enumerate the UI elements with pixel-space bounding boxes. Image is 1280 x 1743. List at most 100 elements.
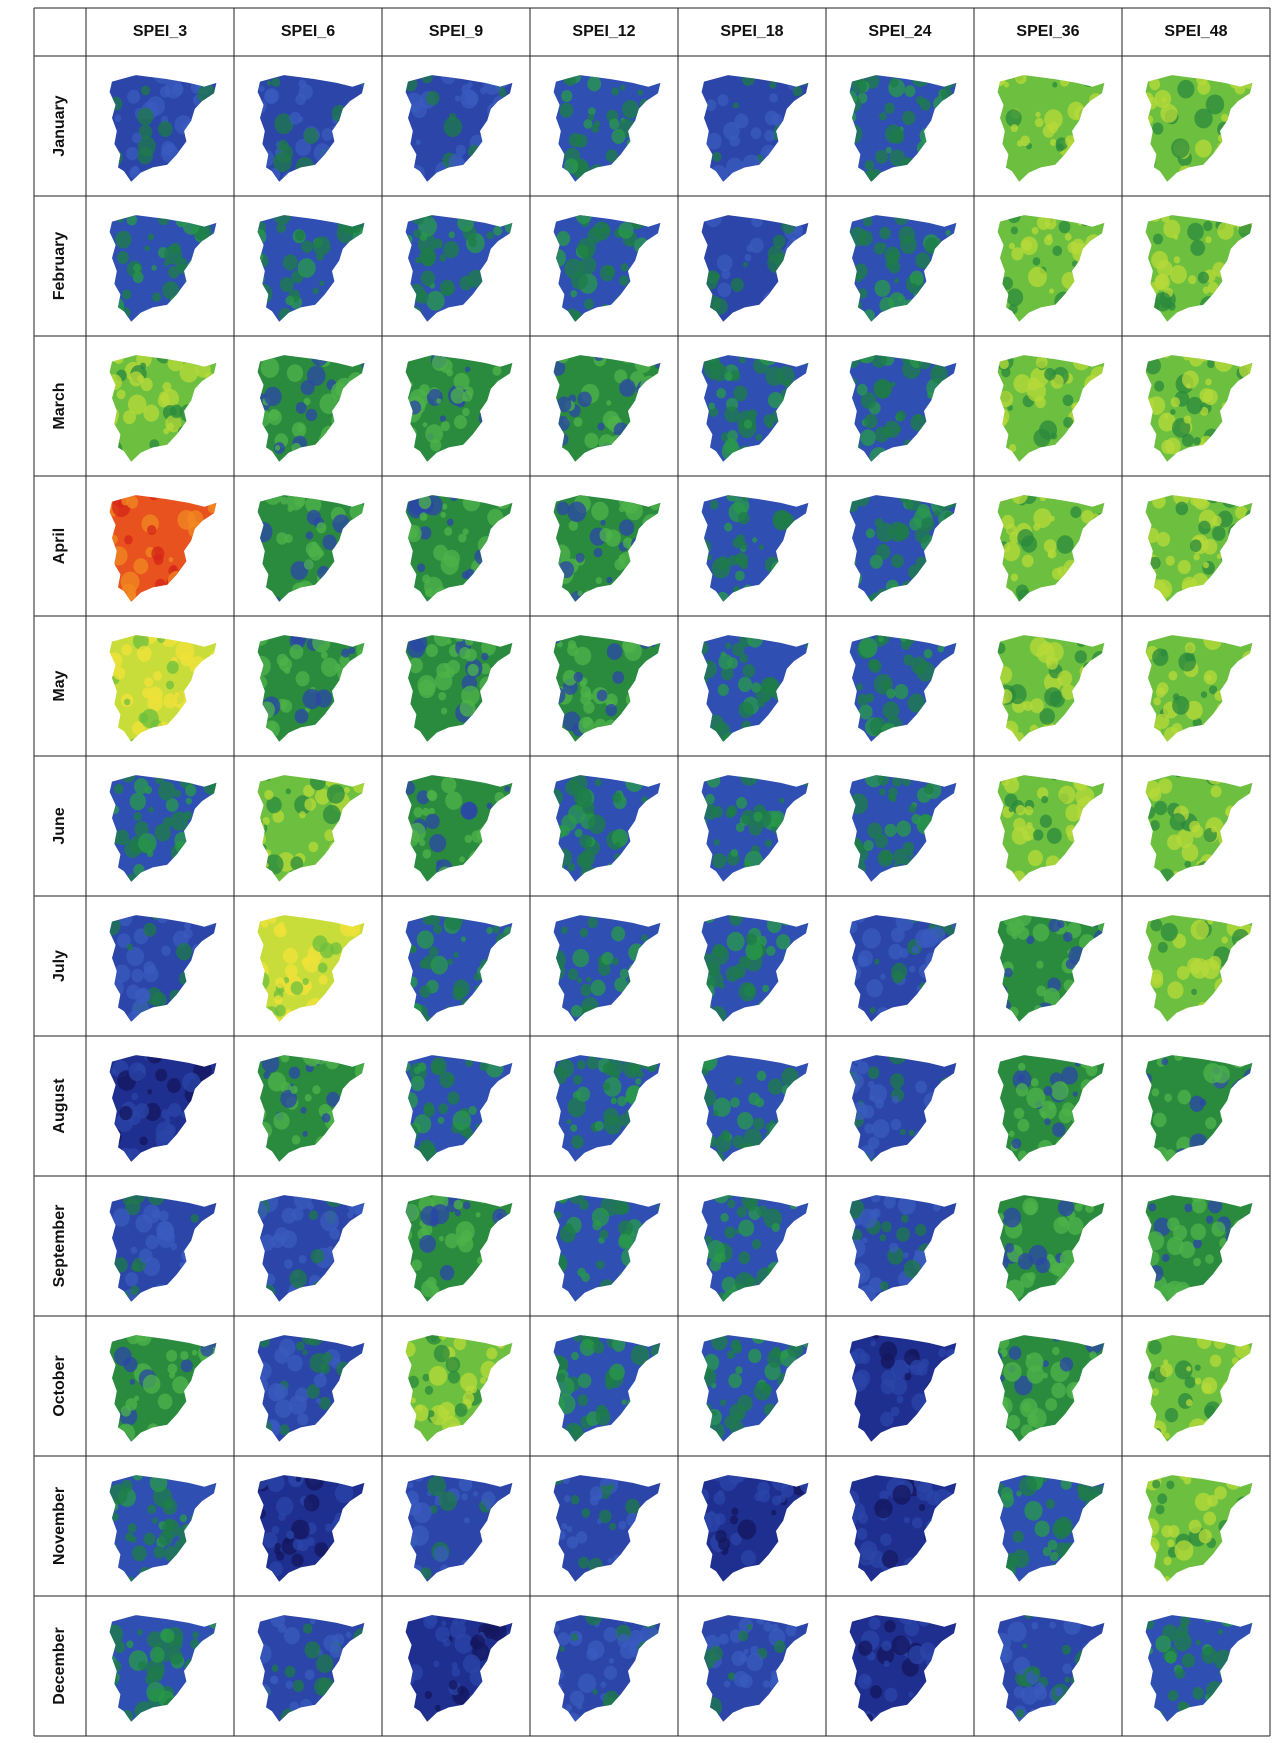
map-patch xyxy=(1190,919,1209,940)
map-patch xyxy=(318,215,326,219)
map-patch xyxy=(459,856,465,863)
map-patch xyxy=(896,75,904,78)
map-patch xyxy=(1239,1551,1253,1565)
map-patch xyxy=(876,1007,890,1022)
map-patch xyxy=(1063,862,1075,874)
map-patch xyxy=(901,110,916,126)
map-patch xyxy=(497,693,509,707)
map-patch xyxy=(925,568,931,575)
map-patch xyxy=(202,141,217,157)
map-patch xyxy=(117,933,131,948)
map-patch xyxy=(173,1295,179,1302)
map-patch xyxy=(997,1352,1003,1361)
map-patch xyxy=(261,919,269,928)
map-patch xyxy=(347,1673,356,1682)
map-patch xyxy=(1007,1621,1027,1643)
map-patch xyxy=(1087,129,1093,136)
map-patch xyxy=(143,922,157,937)
map-patch xyxy=(573,417,583,427)
map-patch xyxy=(793,1096,806,1111)
map-patch xyxy=(608,1657,615,1664)
map-patch xyxy=(167,355,184,372)
map-patch xyxy=(169,1372,176,1379)
map-patch xyxy=(1023,700,1033,712)
map-patch xyxy=(1161,1253,1170,1262)
map-patch xyxy=(918,1503,926,1512)
map-patch xyxy=(903,1557,920,1575)
map-patch xyxy=(194,542,208,557)
map-patch xyxy=(185,265,205,287)
map-patch xyxy=(147,1089,153,1095)
map-patch xyxy=(603,1626,618,1643)
map-patch xyxy=(176,775,185,779)
map-patch xyxy=(1218,828,1237,849)
map-patch xyxy=(480,87,487,95)
map-patch xyxy=(280,1018,288,1022)
map-patch xyxy=(865,528,876,539)
map-patch xyxy=(943,1550,957,1570)
map-patch xyxy=(124,1272,139,1287)
map-patch xyxy=(452,1618,460,1626)
map-patch xyxy=(427,790,438,802)
map-patch xyxy=(1145,1145,1157,1161)
map-patch xyxy=(701,539,712,556)
map-patch xyxy=(720,1213,729,1223)
map-patch xyxy=(338,291,350,303)
map-patch xyxy=(924,237,941,255)
map-patch xyxy=(701,1488,710,1504)
map-patch xyxy=(642,513,661,535)
map-patch xyxy=(202,1152,208,1159)
map xyxy=(701,1195,809,1302)
map-patch xyxy=(425,643,438,658)
map-patch xyxy=(1063,979,1075,992)
map-patch xyxy=(339,1270,353,1285)
map-patch xyxy=(594,718,607,732)
map-patch xyxy=(643,436,658,453)
map-patch xyxy=(1060,1477,1072,1490)
map-patch xyxy=(771,1346,782,1358)
map xyxy=(997,75,1105,182)
map-patch xyxy=(850,859,866,877)
map-patch xyxy=(883,1195,896,1209)
map-patch xyxy=(1166,1149,1174,1157)
map-patch xyxy=(322,1351,333,1363)
map-patch xyxy=(109,979,124,997)
map-patch xyxy=(805,1241,809,1249)
map-patch xyxy=(771,561,785,576)
map-patch xyxy=(651,1257,657,1263)
map-patch xyxy=(769,1675,786,1693)
map-patch xyxy=(619,355,637,364)
map-patch xyxy=(480,979,492,992)
column-header: SPEI_36 xyxy=(1016,23,1079,40)
map-patch xyxy=(445,1006,454,1016)
map-patch xyxy=(600,519,606,526)
map-patch xyxy=(558,561,575,578)
map-patch xyxy=(999,999,1012,1013)
map-patch xyxy=(1197,1709,1212,1722)
map-patch xyxy=(939,710,950,723)
map-patch xyxy=(1190,240,1206,256)
map-patch xyxy=(155,1006,163,1016)
map-patch xyxy=(360,1293,365,1302)
map-patch xyxy=(997,1109,1004,1116)
map-patch xyxy=(943,1135,955,1148)
map-patch xyxy=(499,1547,509,1558)
map-patch xyxy=(109,96,123,111)
map-patch xyxy=(1193,1257,1202,1267)
map-patch xyxy=(730,1097,740,1108)
map-patch xyxy=(1236,814,1250,829)
map xyxy=(257,1475,365,1582)
map-patch xyxy=(752,1571,758,1577)
map-patch xyxy=(1034,1005,1043,1015)
map-patch xyxy=(264,789,274,800)
map-patch xyxy=(573,1074,583,1085)
map-patch xyxy=(1157,868,1175,882)
map-patch xyxy=(277,1623,287,1634)
map-patch xyxy=(151,264,157,271)
map-patch xyxy=(1233,731,1247,742)
map-patch xyxy=(327,843,347,864)
map-patch xyxy=(767,1078,784,1095)
map-patch xyxy=(347,1195,365,1215)
map-patch xyxy=(1002,541,1021,562)
map-patch xyxy=(1233,1087,1251,1107)
